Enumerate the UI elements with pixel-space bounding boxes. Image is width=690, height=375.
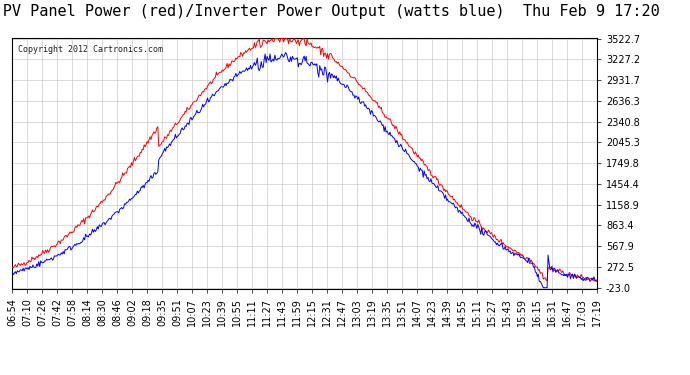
- Text: Copyright 2012 Cartronics.com: Copyright 2012 Cartronics.com: [18, 45, 164, 54]
- Text: Total PV Panel Power (red)/Inverter Power Output (watts blue)  Thu Feb 9 17:20: Total PV Panel Power (red)/Inverter Powe…: [0, 4, 660, 19]
